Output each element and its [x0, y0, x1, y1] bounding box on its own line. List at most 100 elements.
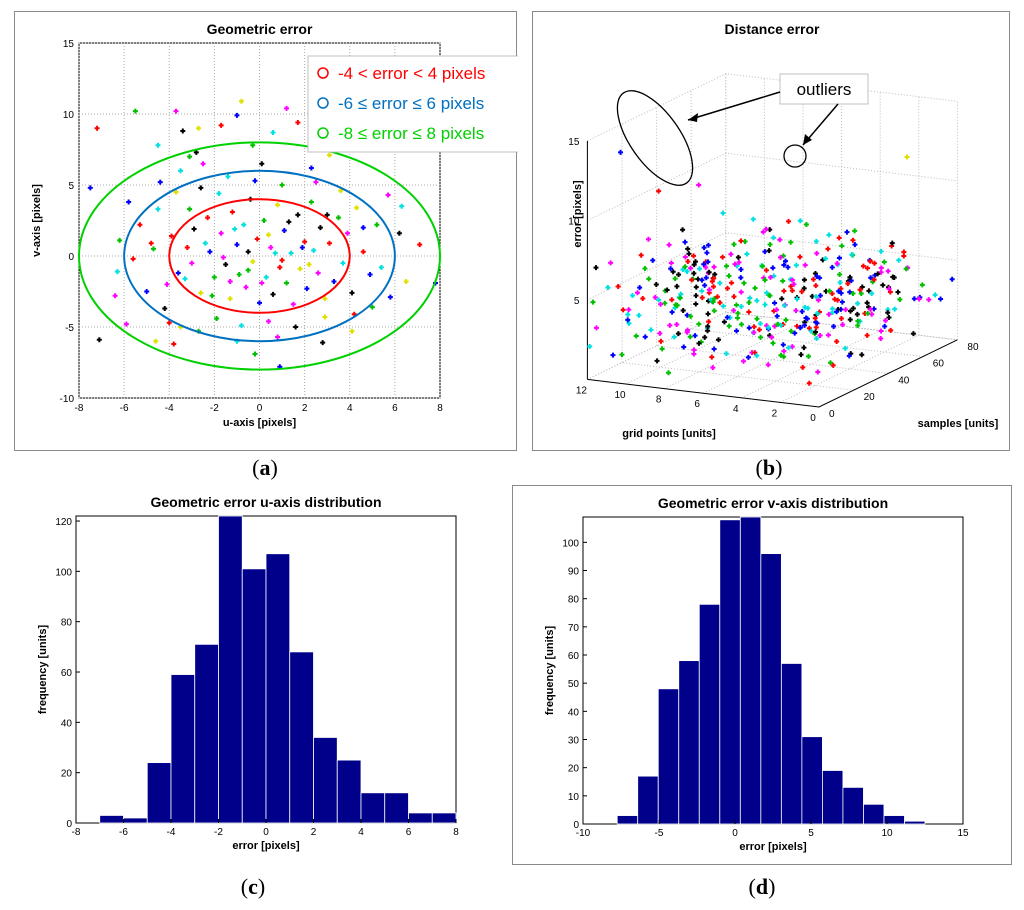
data-point [711, 275, 717, 281]
data-point [187, 206, 193, 212]
x-tick-label: 6 [406, 827, 412, 838]
data-point [770, 340, 776, 346]
data-point [625, 311, 631, 317]
z-tick-label: 15 [568, 137, 580, 148]
data-point [164, 281, 170, 287]
data-point [871, 260, 877, 266]
y-tick-label: 0 [829, 409, 835, 420]
data-point [326, 240, 332, 246]
data-point [801, 285, 807, 291]
data-point [788, 283, 794, 289]
data-point [652, 294, 658, 300]
data-point [736, 259, 742, 265]
data-point [855, 301, 861, 307]
data-point [182, 276, 188, 282]
data-point [766, 248, 772, 254]
data-point [892, 306, 898, 312]
data-point [820, 257, 826, 263]
data-point [812, 270, 818, 276]
data-point [313, 179, 319, 185]
histogram-bar [760, 553, 782, 825]
data-point [864, 265, 870, 271]
x-tick-label: 8 [453, 827, 459, 838]
wall-gridline [587, 311, 958, 380]
data-point [747, 295, 753, 301]
data-point [137, 222, 143, 228]
data-point [780, 342, 786, 348]
data-point [852, 228, 858, 234]
data-point [767, 274, 773, 280]
x-tick-label: 0 [732, 828, 738, 839]
caption-d: (d) [748, 874, 776, 899]
data-point [886, 314, 892, 320]
data-point [266, 232, 272, 238]
data-point [750, 216, 756, 222]
data-point [646, 276, 652, 282]
histogram-bar [698, 603, 721, 825]
legend-label: -6 ≤ error ≤ 6 pixels [338, 94, 484, 113]
data-point [214, 315, 220, 321]
data-point [674, 322, 680, 328]
data-point [117, 237, 123, 243]
x-tick-label: 2 [302, 403, 308, 414]
wall-gridline [587, 152, 958, 221]
data-point [684, 268, 690, 274]
x-tick-label: -4 [167, 827, 176, 838]
histogram-bar [719, 519, 741, 825]
data-point [670, 269, 676, 275]
data-point [845, 281, 851, 287]
data-point [703, 275, 709, 281]
data-point [770, 235, 776, 241]
data-point [864, 332, 870, 338]
data-point [825, 332, 831, 338]
data-point [834, 339, 840, 345]
data-point [275, 202, 281, 208]
data-point [205, 215, 211, 221]
data-point [840, 322, 846, 328]
data-point [829, 306, 835, 312]
data-point [682, 239, 688, 245]
data-point [815, 297, 821, 303]
y-tick-label: 100 [562, 538, 579, 549]
data-point [225, 173, 231, 179]
data-point [847, 274, 853, 280]
data-point [293, 324, 299, 330]
data-point [731, 294, 737, 300]
data-point [699, 295, 705, 301]
data-point [869, 290, 875, 296]
data-point [275, 334, 281, 340]
x-tick-label: 4 [347, 403, 353, 414]
data-point [691, 270, 697, 276]
data-point [112, 293, 118, 299]
panel-geometric-error: -8 -6 -4 -2 0 2 4 6 8 -10 -5 0 5 10 15 Geometric error u… [14, 11, 518, 451]
data-point [765, 362, 771, 368]
chart-title: Geometric error v-axis distribution [658, 495, 888, 511]
data-point [949, 276, 955, 282]
data-point [691, 347, 697, 353]
data-point [198, 290, 204, 296]
data-point [744, 251, 750, 257]
data-point [871, 277, 877, 283]
x-tick-label: 10 [881, 828, 893, 839]
data-point [130, 256, 136, 262]
data-point [850, 291, 856, 297]
data-point [752, 285, 758, 291]
data-point [712, 296, 718, 302]
data-point [702, 334, 708, 340]
data-point [349, 290, 355, 296]
data-point [738, 289, 744, 295]
data-point [696, 340, 702, 346]
data-point [261, 218, 267, 223]
data-point [888, 327, 894, 333]
data-point [779, 296, 785, 302]
data-point [711, 264, 717, 270]
data-point [178, 168, 184, 174]
data-point [738, 267, 744, 273]
data-point [619, 352, 625, 358]
data-point [187, 154, 193, 160]
data-point [659, 346, 665, 352]
data-point [324, 212, 330, 218]
x-tick-label: 4 [733, 404, 739, 415]
data-point [814, 310, 820, 316]
